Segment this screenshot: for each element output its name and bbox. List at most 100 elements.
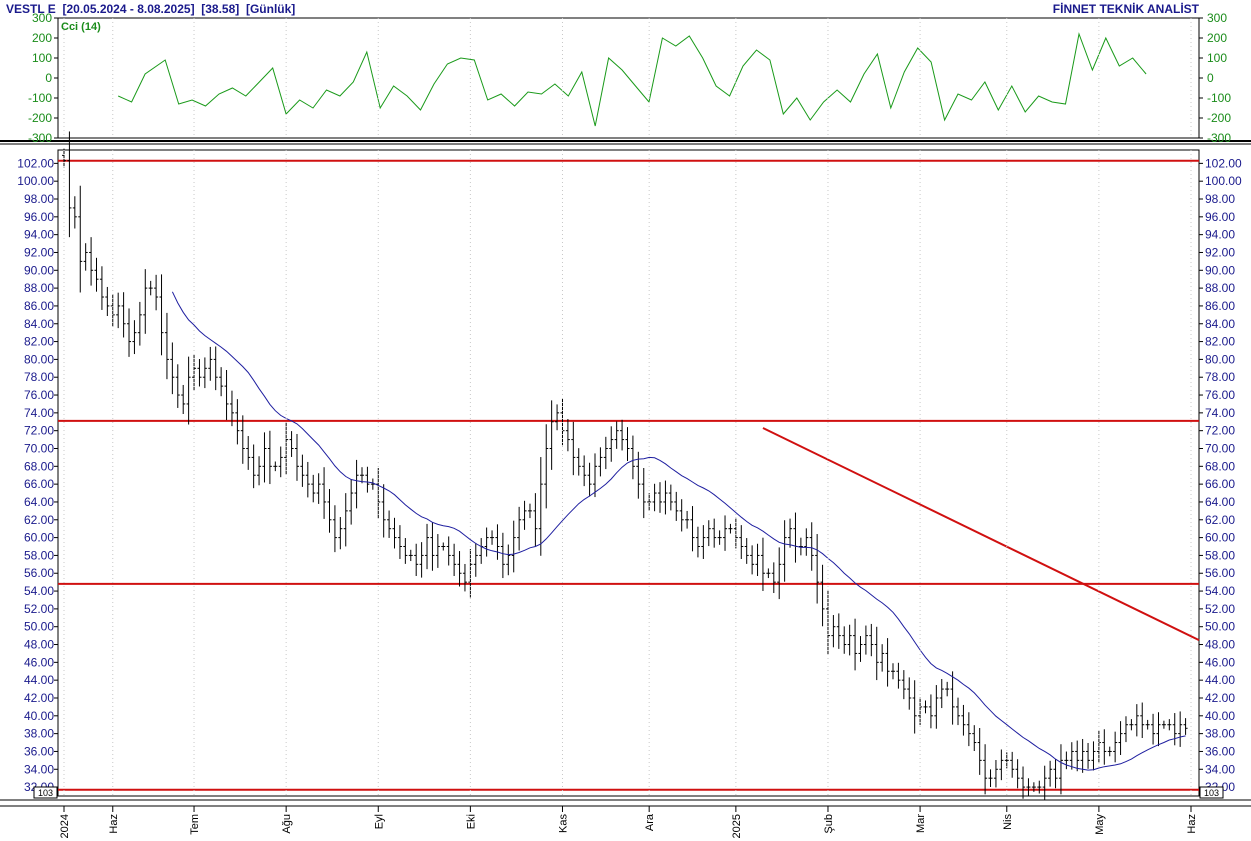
- price-tick-label: 36.00: [24, 744, 54, 758]
- price-tick-label: 34.00: [1205, 762, 1235, 776]
- last-price-label: [38.58]: [201, 2, 240, 16]
- x-tick-label: Kas: [557, 814, 569, 833]
- price-tick-label: 70.00: [1205, 441, 1235, 455]
- period-label: [Günlük]: [245, 2, 296, 16]
- x-tick-label: Eyl: [373, 814, 385, 829]
- x-tick-label: Ara: [644, 813, 656, 831]
- price-tick-label: 62.00: [1205, 513, 1235, 527]
- price-tick-label: 48.00: [1205, 638, 1235, 652]
- x-tick-label: Haz: [1186, 814, 1198, 834]
- price-tick-label: 72.00: [24, 424, 54, 438]
- price-plot-border: [57, 149, 1200, 797]
- price-tick-label: 94.00: [1205, 228, 1235, 242]
- price-tick-label: 90.00: [24, 263, 54, 277]
- price-tick-label: 38.00: [24, 727, 54, 741]
- price-tick-label: 80.00: [1205, 352, 1235, 366]
- cci-pane: 300 300 200 200 100 100 0 0 -100 -100 -200 -200 -300…: [28, 11, 1231, 145]
- price-tick-label: 98.00: [1205, 192, 1235, 206]
- chart-title: VESTL E [20.05.2024 - 8.08.2025] [38.58]…: [6, 2, 295, 16]
- cci-tick-label: -100: [1207, 91, 1231, 105]
- moving-average-line: [171, 291, 1186, 771]
- price-tick-label: 50.00: [24, 620, 54, 634]
- price-tick-label: 92.00: [24, 245, 54, 259]
- cci-tick-label: -100: [28, 91, 52, 105]
- price-tick-label: 46.00: [1205, 655, 1235, 669]
- x-tick-label: Nis: [1002, 814, 1014, 830]
- price-tick-label: 80.00: [24, 352, 54, 366]
- x-tick-label: May: [1094, 814, 1106, 835]
- price-tick-label: 78.00: [1205, 370, 1235, 384]
- price-tick-label: 46.00: [24, 655, 54, 669]
- price-tick-label: 78.00: [24, 370, 54, 384]
- price-tick-label: 68.00: [24, 459, 54, 473]
- price-tick-label: 102.00: [17, 156, 54, 170]
- x-tick-label: Eki: [465, 814, 477, 829]
- price-tick-label: 44.00: [1205, 673, 1235, 687]
- price-tick-label: 52.00: [24, 602, 54, 616]
- price-tick-label: 82.00: [24, 335, 54, 349]
- price-tick-label: 52.00: [1205, 602, 1235, 616]
- price-tick-label: 66.00: [1205, 477, 1235, 491]
- price-tick-label: 44.00: [24, 673, 54, 687]
- price-tick-label: 36.00: [1205, 744, 1235, 758]
- price-tick-label: 54.00: [24, 584, 54, 598]
- price-tick-label: 64.00: [1205, 495, 1235, 509]
- price-tick-label: 98.00: [24, 192, 54, 206]
- cci-tick-label: 200: [1207, 31, 1227, 45]
- price-tick-label: 40.00: [24, 709, 54, 723]
- price-tick-label: 100.00: [1205, 174, 1242, 188]
- cci-tick-label: -300: [1207, 131, 1231, 145]
- price-tick-label: 86.00: [24, 299, 54, 313]
- price-tick-label: 60.00: [24, 531, 54, 545]
- x-tick-label: Ağu: [281, 814, 293, 834]
- cci-tick-label: 200: [32, 31, 52, 45]
- price-tick-label: 74.00: [1205, 406, 1235, 420]
- price-tick-label: 62.00: [24, 513, 54, 527]
- price-tick-label: 56.00: [1205, 566, 1235, 580]
- x-tick-label: Şub: [823, 814, 835, 834]
- price-tick-label: 58.00: [24, 548, 54, 562]
- price-tick-label: 40.00: [1205, 709, 1235, 723]
- price-tick-label: 84.00: [24, 317, 54, 331]
- price-pane: 102.00 102.00 100.00 100.00 98.00 98.00 96.00 9…: [17, 131, 1242, 800]
- x-tick-label: Tem: [189, 814, 201, 835]
- price-tick-label: 100.00: [17, 174, 54, 188]
- price-tick-label: 34.00: [24, 762, 54, 776]
- price-tick-label: 54.00: [1205, 584, 1235, 598]
- price-tick-label: 76.00: [1205, 388, 1235, 402]
- cci-tick-label: 0: [1207, 71, 1214, 85]
- price-tick-label: 82.00: [1205, 335, 1235, 349]
- x-tick-label: Mar: [915, 814, 927, 833]
- date-range-label: [20.05.2024 - 8.08.2025]: [62, 2, 195, 16]
- brand-label: FİNNET TEKNİK ANALİST: [1052, 2, 1199, 16]
- symbol-label: VESTL E: [6, 2, 56, 16]
- price-tick-label: 84.00: [1205, 317, 1235, 331]
- price-tick-label: 70.00: [24, 441, 54, 455]
- cci-tick-label: 0: [45, 71, 52, 85]
- scale-note-label: 103: [1204, 788, 1219, 798]
- chart-frame: [0, 17, 1251, 807]
- x-tick-label: 2025: [731, 814, 743, 838]
- cci-tick-label: -200: [28, 111, 52, 125]
- scale-note-box: [33, 786, 58, 799]
- price-tick-label: 58.00: [1205, 548, 1235, 562]
- cci-line: [117, 32, 1147, 127]
- price-tick-label: 76.00: [24, 388, 54, 402]
- price-tick-label: 38.00: [1205, 727, 1235, 741]
- price-tick-label: 94.00: [24, 228, 54, 242]
- cci-tick-label: 300: [1207, 11, 1227, 25]
- cci-tick-label: 100: [32, 51, 52, 65]
- downtrend-line: [762, 427, 1200, 642]
- price-tick-label: 96.00: [1205, 210, 1235, 224]
- price-tick-label: 56.00: [24, 566, 54, 580]
- price-tick-label: 88.00: [24, 281, 54, 295]
- price-tick-label: 88.00: [1205, 281, 1235, 295]
- scale-note-label: 103: [38, 788, 53, 798]
- scale-note-box: [1199, 786, 1224, 799]
- price-tick-label: 42.00: [1205, 691, 1235, 705]
- price-tick-label: 50.00: [1205, 620, 1235, 634]
- cci-tick-label: -300: [28, 131, 52, 145]
- price-tick-label: 102.00: [1205, 156, 1242, 170]
- cci-tick-label: 300: [32, 11, 52, 25]
